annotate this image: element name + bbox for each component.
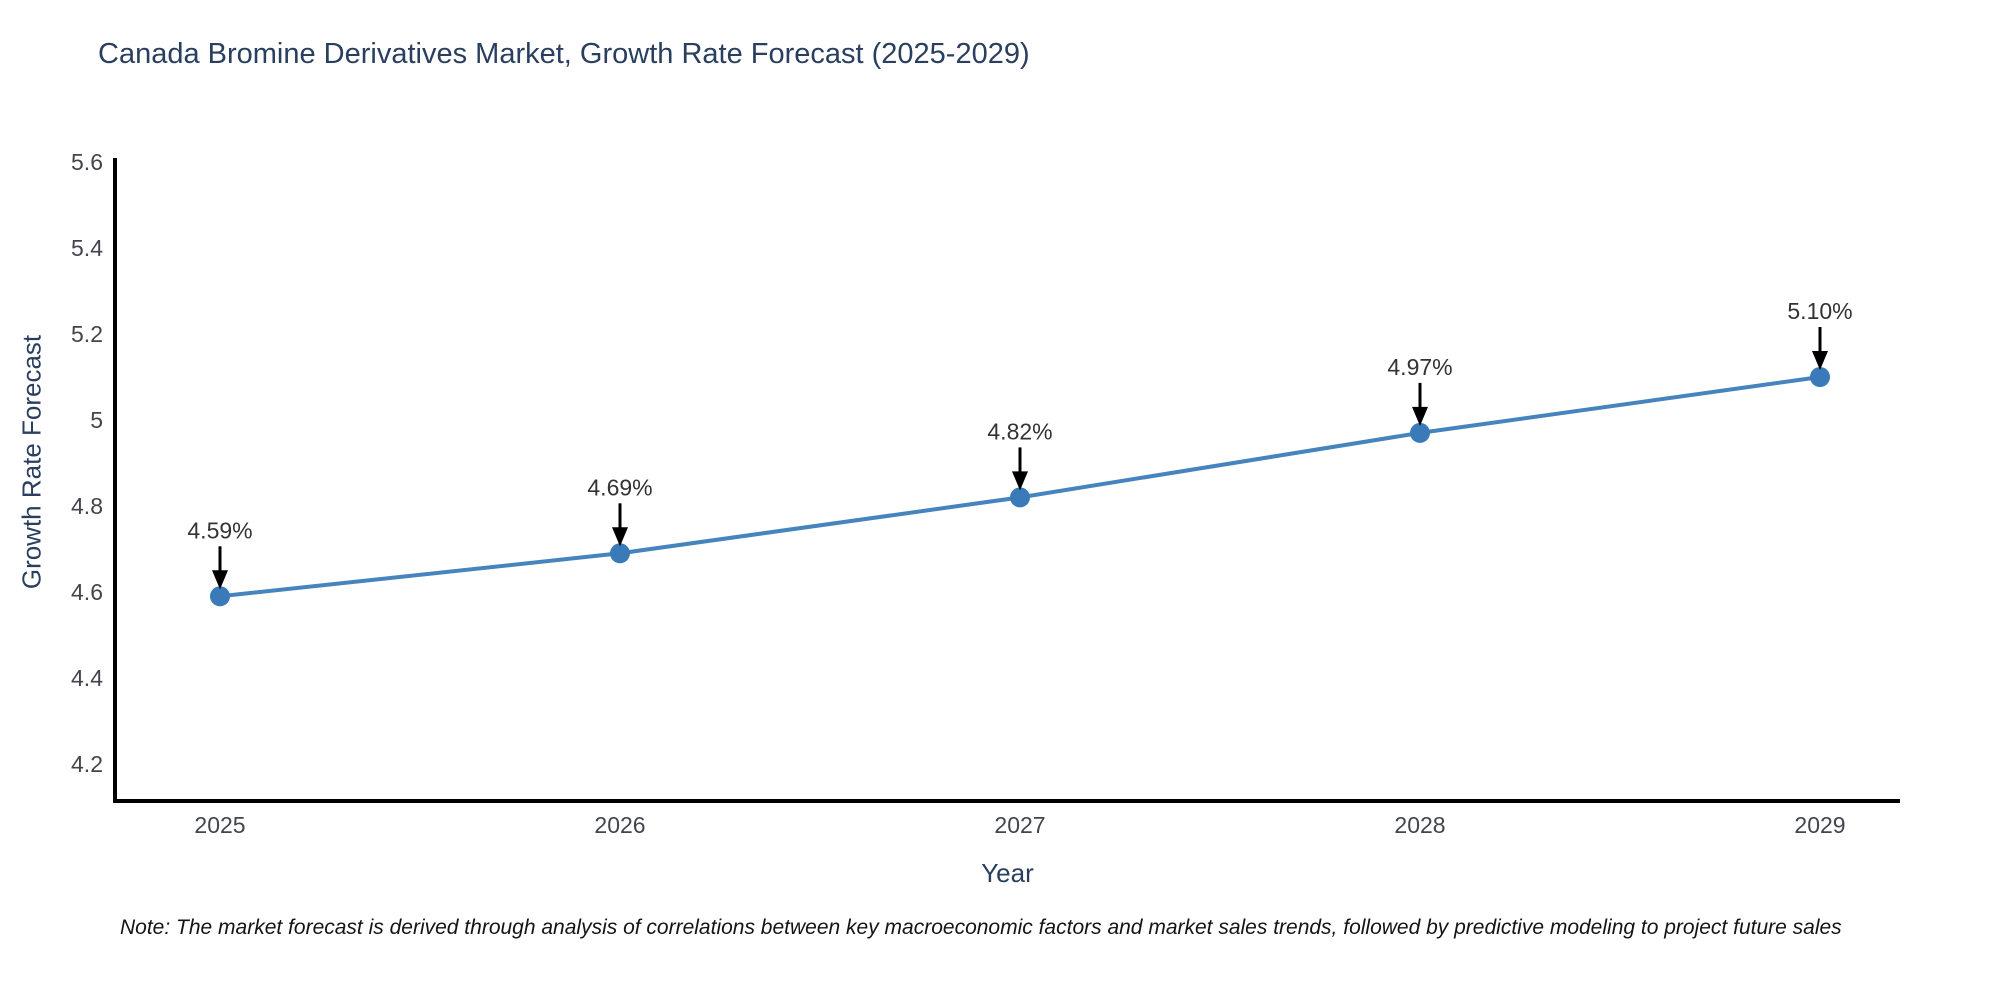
data-point-2026[interactable] [610,543,630,564]
annotation-label: 5.10% [1787,298,1852,324]
annotation-arrow-head [612,527,628,547]
x-axis-title: Year [981,858,1034,888]
x-tick-label: 2026 [594,812,645,838]
annotation-label: 4.82% [987,418,1052,444]
annotation-arrow-head [1012,471,1028,491]
annotation-arrow-head [1812,351,1828,370]
y-tick-label: 4.4 [71,665,103,691]
annotation-label: 4.69% [587,474,652,500]
y-tick-label: 4.6 [71,579,103,605]
y-tick-label: 5 [90,407,103,433]
annotation-label: 4.59% [187,517,252,543]
data-point-2029[interactable] [1810,367,1830,387]
data-point-2025[interactable] [210,586,230,607]
y-tick-label: 5.4 [71,235,103,261]
y-tick-label: 4.2 [71,751,103,777]
chart-title: Canada Bromine Derivatives Market, Growt… [98,38,1030,70]
annotation-arrow-head [1412,406,1428,426]
x-tick-label: 2028 [1394,812,1445,838]
x-tick-label: 2027 [994,812,1045,838]
x-tick-label: 2029 [1794,812,1845,838]
annotation-arrow-head [212,570,228,590]
annotation-label: 4.97% [1387,354,1452,380]
x-tick-label: 2025 [194,812,245,838]
y-tick-label: 5.6 [71,149,103,175]
data-point-2028[interactable] [1410,422,1430,443]
y-tick-label: 4.8 [71,493,103,519]
y-tick-label: 5.2 [71,321,103,347]
footnote: Note: The market forecast is derived thr… [120,916,1842,939]
data-point-2027[interactable] [1010,487,1030,508]
